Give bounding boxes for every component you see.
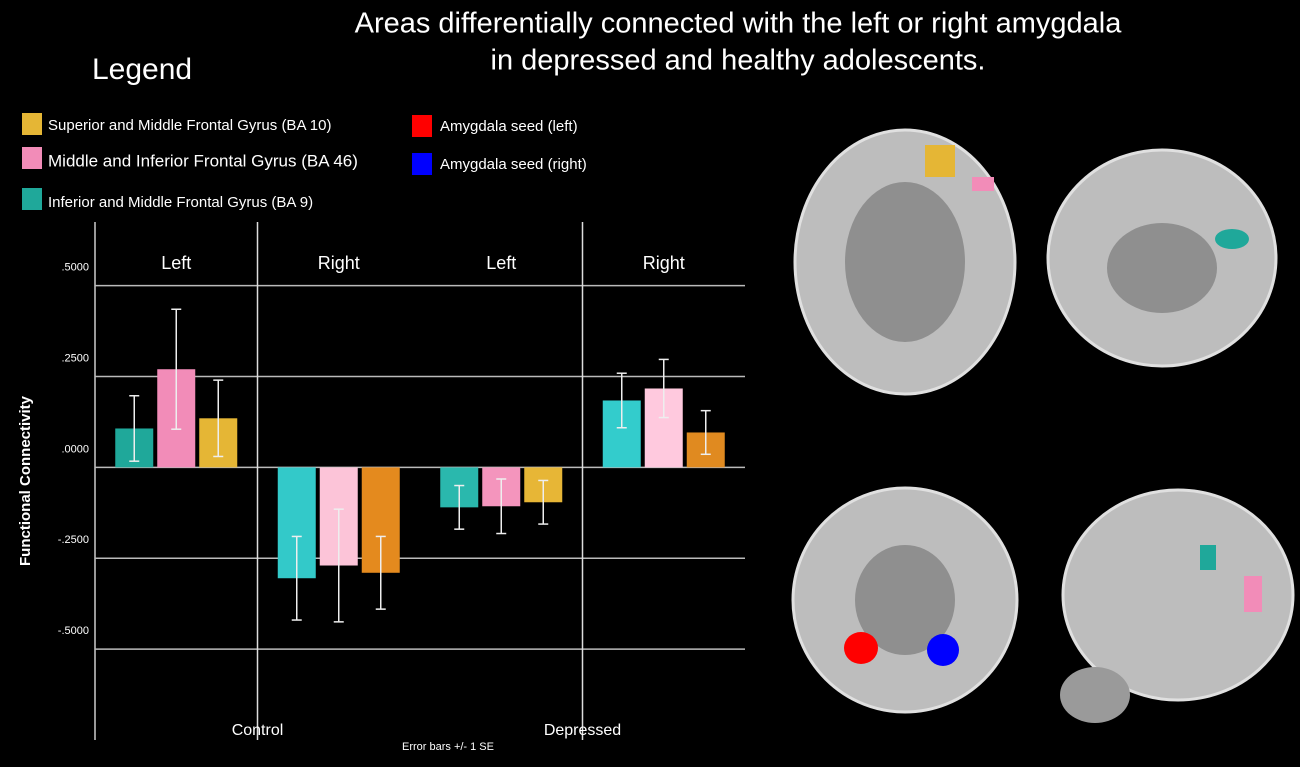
x-tick-label: Left (486, 253, 516, 273)
blob (927, 634, 959, 666)
y-tick-label: -.2500 (58, 534, 89, 546)
y-tick-label: .2500 (61, 352, 89, 364)
group-label: Control (232, 722, 284, 739)
brain-inner (845, 182, 965, 342)
blob (1244, 576, 1262, 612)
note: Error bars +/- 1 SE (402, 741, 494, 753)
x-tick-label: Right (643, 253, 685, 273)
y-tick-label: .0000 (61, 443, 89, 455)
y-tick-label: -.5000 (58, 625, 89, 637)
x-tick-label: Right (318, 253, 360, 273)
x-tick-label: Left (161, 253, 191, 273)
legend-swatch (412, 153, 432, 175)
chart-title: in depressed and healthy adolescents. (491, 45, 986, 77)
legend-label: Middle and Inferior Frontal Gyrus (BA 46… (48, 151, 358, 170)
blob (1215, 229, 1249, 249)
legend-swatch (22, 147, 42, 169)
legend-label: Amygdala seed (right) (440, 156, 587, 173)
brain-inner (1107, 223, 1217, 313)
blob (1200, 545, 1216, 570)
y-tick-label: .5000 (61, 262, 89, 274)
blob (925, 145, 955, 177)
legend-swatch (412, 115, 432, 137)
group-label: Depressed (544, 722, 621, 739)
brain-images (791, 128, 1295, 723)
brain-inner (855, 545, 955, 655)
legend-swatch (22, 188, 42, 210)
legend-title: Legend (92, 53, 192, 86)
legend-label: Superior and Middle Frontal Gyrus (BA 10… (48, 117, 331, 134)
cerebellum (1060, 667, 1130, 723)
y-axis-label: Functional Connectivity (17, 395, 34, 566)
blob (972, 177, 994, 191)
legend-swatch (22, 113, 42, 135)
legend-label: Amygdala seed (left) (440, 118, 578, 135)
legend-label: Inferior and Middle Frontal Gyrus (BA 9) (48, 194, 313, 211)
chart-title: Areas differentially connected with the … (355, 8, 1123, 40)
blob (844, 632, 878, 664)
brain-sagittal (1061, 488, 1295, 702)
